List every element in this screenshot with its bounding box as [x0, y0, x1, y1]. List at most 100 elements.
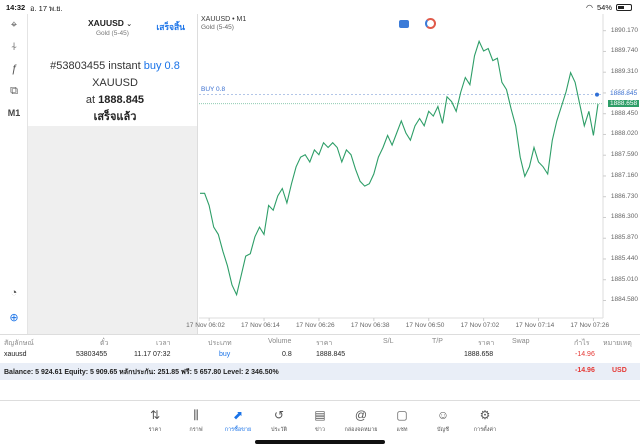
tab-trade[interactable]: ⬈ การซื้อขาย [216, 407, 260, 434]
y-tick-label: 1887.160 [610, 171, 638, 179]
col-time: เวลา [156, 340, 171, 347]
y-tick-label: 1885.440 [610, 254, 638, 262]
trade-icon: ⬈ [232, 408, 244, 422]
x-tick-label: 17 Nov 06:02 [186, 322, 225, 329]
y-tick-label: 1889.740 [610, 47, 638, 55]
tab-news[interactable]: ▤ ข่าว [298, 407, 342, 434]
tab-quotes[interactable]: ⇅ ราคา [133, 407, 177, 434]
table-header: สัญลักษณ์ ตั๋ว เวลา ประเภท Volume ราคา S… [0, 334, 640, 348]
chart-subtitle: Gold (5-45) [201, 24, 234, 31]
row-type: buy [219, 351, 231, 358]
col-profit: กำไร [574, 340, 590, 347]
balance-text: Balance: 5 924.61 Equity: 5 909.65 หลักป… [4, 369, 279, 376]
empty-area [28, 126, 197, 334]
done-button[interactable]: เสร็จสิ้น [156, 22, 185, 32]
y-tick-label: 1885.870 [610, 234, 638, 242]
col-volume: Volume [268, 338, 292, 345]
home-indicator [255, 440, 385, 444]
tab-bar: ⇅ ราคา ⫼ กราฟ ⬈ การซื้อขาย ↺ ประวัติ ▤ ข่าว @… [0, 400, 640, 447]
price-chart[interactable]: XAUUSD • M1 Gold (5-45) BUY 0.8 1890.170… [186, 14, 640, 334]
grid [208, 30, 606, 321]
row-price: 1888.845 [316, 351, 346, 358]
indicators-icon[interactable]: ⍭ [10, 40, 18, 53]
tab-accounts[interactable]: ☺ บัญชี [421, 407, 465, 434]
col-sl: S/L [383, 338, 394, 345]
y-tick-label: 1888.450 [610, 109, 638, 117]
function-icon[interactable]: ƒ [10, 63, 18, 75]
history-icon: ↺ [273, 408, 285, 422]
symbol-selector[interactable]: XAUUSD ⌄ [88, 18, 133, 28]
status-time: 14:32 [6, 3, 26, 12]
tab-settings[interactable]: ⚙ การตั้งค่า [463, 407, 507, 434]
y-tick-label: 1890.170 [610, 26, 638, 34]
order-result: #53803455 instant buy 0.8 XAUUSD at 1888… [32, 58, 198, 126]
trade-window-icon[interactable]: ⊕ [9, 311, 19, 324]
one-click-trading-icon[interactable] [399, 20, 409, 28]
order-at: at [85, 94, 96, 106]
last-price-dot [595, 92, 599, 97]
col-tp: T/P [432, 338, 443, 345]
chart-search-icon[interactable]: ◔ [10, 287, 18, 299]
y-tick-label: 1888.020 [610, 130, 638, 138]
col-swap: Swap [512, 338, 530, 345]
tab-mailbox[interactable]: @ กล่องจดหมาย [339, 407, 383, 434]
row-profit: -14.96 [575, 351, 595, 358]
quotes-icon: ⇅ [149, 408, 161, 422]
y-tick-label: 1887.590 [610, 151, 638, 159]
balance-profit: -14.96 [575, 367, 595, 374]
col-type: ประเภท [208, 340, 232, 347]
table-row[interactable]: xauusd 53803455 11.17 07:32 buy 0.8 1888… [0, 348, 640, 364]
status-date: อ. 17 พ.ย. [30, 4, 63, 13]
wifi-icon: ◠ [586, 3, 593, 12]
x-tick-label: 17 Nov 06:38 [350, 322, 390, 329]
y-tick-label: 1889.310 [610, 68, 638, 76]
row-symbol: xauusd [4, 351, 27, 358]
tab-chat[interactable]: ▢ แชท [380, 407, 424, 434]
battery-icon [616, 4, 632, 11]
order-mode: instant [108, 60, 141, 72]
col-comment: หมายเหตุ [603, 340, 632, 347]
row-current: 1888.658 [464, 351, 494, 358]
timeframe-button[interactable]: M1 [7, 108, 21, 118]
y-tick-label: 1886.730 [610, 192, 638, 200]
bid-price-label: 1888.658 [608, 99, 640, 107]
symbol-description: Gold (5-45) [96, 30, 129, 37]
order-id: #53803455 [50, 60, 106, 72]
order-side: buy 0.8 [143, 60, 180, 72]
objects-icon[interactable]: ⧉ [10, 84, 18, 97]
settings-icon: ⚙ [479, 408, 491, 422]
x-tick-label: 17 Nov 06:50 [405, 322, 445, 329]
balance-bar: Balance: 5 924.61 Equity: 5 909.65 หลักป… [0, 363, 640, 380]
tab-chart[interactable]: ⫼ กราฟ [174, 407, 218, 434]
news-icon: ▤ [314, 408, 326, 422]
chevron-down-icon: ⌄ [126, 21, 133, 28]
order-price: 1888.845 [98, 94, 145, 106]
x-tick-label: 17 Nov 06:14 [241, 322, 280, 329]
buy-price-label: 1888.845 [608, 89, 640, 97]
status-right: ◠ 54% [586, 3, 632, 12]
row-time: 11.17 07:32 [134, 351, 171, 358]
status-bar: 14:32 อ. 17 พ.ย. ◠ 54% [0, 0, 640, 14]
y-tick-label: 1884.580 [610, 296, 638, 304]
price-line [200, 39, 599, 297]
tab-history[interactable]: ↺ ประวัติ [257, 407, 301, 434]
chart-toolbar: ⌖ ⍭ ƒ ⧉ M1 ◔ ⊕ [0, 14, 28, 334]
row-ticket: 53803455 [76, 351, 108, 358]
x-tick-label: 17 Nov 06:26 [295, 322, 335, 329]
market-status-icon [425, 18, 436, 29]
chart-icon: ⫼ [193, 408, 199, 422]
crosshair-icon[interactable]: ⌖ [10, 18, 18, 31]
balance-currency: USD [612, 367, 627, 374]
chart-title: XAUUSD • M1 [201, 16, 247, 23]
col-current: ราคา [478, 340, 495, 347]
order-status: เสร็จแล้ว [93, 111, 137, 123]
buy-line-label: BUY 0.8 [201, 85, 226, 93]
y-tick-label: 1885.010 [610, 275, 638, 283]
chart-canvas [199, 14, 606, 321]
col-price: ราคา [316, 340, 333, 347]
chat-icon: ▢ [396, 408, 408, 422]
col-ticket: ตั๋ว [100, 340, 109, 347]
order-panel: XAUUSD ⌄ Gold (5-45) เสร็จสิ้น #53803455… [28, 14, 198, 334]
x-tick-label: 17 Nov 07:02 [460, 322, 500, 329]
order-symbol: XAUUSD [92, 77, 138, 89]
